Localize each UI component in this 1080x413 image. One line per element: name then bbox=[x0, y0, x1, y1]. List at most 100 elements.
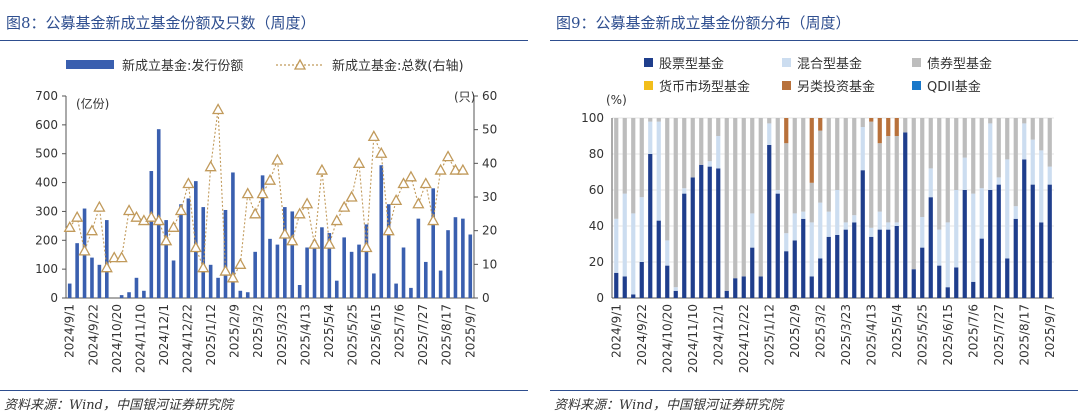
y-tick-label: 80 bbox=[589, 147, 604, 161]
count-marker bbox=[300, 197, 314, 209]
x-tick-label: 2024/12/1 bbox=[711, 304, 725, 366]
y2-tick-label: 10 bbox=[482, 257, 497, 271]
count-marker bbox=[293, 207, 306, 219]
issuance-bar bbox=[201, 207, 206, 298]
count-marker bbox=[263, 173, 277, 185]
count-marker bbox=[234, 257, 247, 269]
x-tick-label: 2025/7/27 bbox=[992, 304, 1006, 366]
issuance-bar bbox=[134, 277, 139, 298]
legend-swatch-2 bbox=[912, 58, 921, 67]
stack-segment-1 bbox=[1022, 123, 1027, 160]
stack-segment-2 bbox=[639, 118, 644, 198]
stack-segment-0 bbox=[622, 276, 627, 298]
count-marker bbox=[160, 234, 173, 246]
y-tick-label: 500 bbox=[35, 147, 58, 161]
count-marker bbox=[93, 200, 106, 212]
y2-tick-label: 60 bbox=[482, 89, 497, 103]
y2-tick-label: 20 bbox=[482, 224, 497, 238]
issuance-bar bbox=[231, 172, 235, 298]
stack-segment-1 bbox=[860, 127, 865, 171]
stack-segment-2 bbox=[665, 118, 670, 241]
source-note: 资料来源：Wind，中国银河证券研究院 bbox=[554, 398, 783, 413]
issuance-bar bbox=[97, 264, 102, 298]
x-tick-label: 2025/9/7 bbox=[1043, 304, 1057, 358]
stack-segment-0 bbox=[962, 190, 967, 298]
issuance-bar bbox=[297, 285, 302, 298]
left-panel: 图8：公募基金新成立基金份额及只数（周度） 新成立基金:发行份额 新成立基金:总数… bbox=[0, 0, 530, 413]
x-tick-label: 2025/4/13 bbox=[298, 304, 312, 366]
stack-segment-1 bbox=[784, 233, 789, 252]
x-tick-label: 2025/3/2 bbox=[251, 304, 265, 358]
count-marker bbox=[308, 237, 321, 249]
count-marker bbox=[338, 200, 351, 212]
count-marker bbox=[219, 264, 232, 276]
x-tick-label: 2025/7/6 bbox=[966, 304, 980, 358]
stack-segment-0 bbox=[843, 229, 848, 298]
issuance-bar bbox=[372, 273, 376, 298]
stack-segment-0 bbox=[945, 287, 950, 298]
stack-segment-2 bbox=[979, 118, 984, 189]
right-panel: 图9：公募基金新成立基金份额分布（周度） 股票型基金 混合型基金 债券型基金 货币市场… bbox=[550, 0, 1080, 413]
stack-segment-2 bbox=[962, 118, 967, 158]
stack-segment-0 bbox=[673, 290, 678, 298]
legend-label-1: 混合型基金 bbox=[797, 56, 862, 72]
x-tick-label: 2025/5/4 bbox=[322, 304, 336, 358]
count-marker bbox=[441, 150, 455, 162]
issuance-bar bbox=[186, 198, 191, 298]
stack-segment-2 bbox=[835, 118, 840, 190]
x-tick-label: 2024/10/20 bbox=[110, 304, 124, 373]
x-tick-label: 2025/4/13 bbox=[864, 304, 878, 366]
issuance-bar bbox=[75, 243, 79, 298]
stack-segment-0 bbox=[801, 218, 806, 298]
stack-segment-0 bbox=[920, 247, 925, 298]
x-tick-label: 2024/10/20 bbox=[660, 304, 674, 373]
issuance-bar bbox=[409, 287, 413, 298]
stack-segment-0 bbox=[1039, 222, 1044, 298]
count-marker bbox=[382, 224, 395, 236]
x-tick-label: 2025/5/25 bbox=[915, 304, 929, 366]
stack-segment-2 bbox=[1047, 118, 1052, 167]
count-marker bbox=[434, 163, 447, 175]
legend-label-count: 新成立基金:总数(右轴) bbox=[332, 58, 464, 74]
count-marker bbox=[360, 241, 373, 253]
stack-segment-0 bbox=[979, 238, 984, 298]
x-tick-label: 2025/5/4 bbox=[890, 304, 904, 358]
issuance-bar bbox=[245, 292, 250, 298]
count-marker bbox=[278, 227, 291, 239]
stack-segment-0 bbox=[648, 154, 653, 298]
stack-segment-2 bbox=[673, 118, 678, 288]
figure-title: 图8：公募基金新成立基金份额及只数（周度） bbox=[6, 14, 316, 32]
stack-segment-2 bbox=[894, 136, 899, 223]
stack-segment-0 bbox=[741, 276, 746, 298]
issuance-bar bbox=[401, 247, 406, 298]
issuance-bar bbox=[349, 251, 354, 298]
y-tick-label: 40 bbox=[589, 219, 604, 233]
stack-segment-2 bbox=[775, 118, 780, 190]
count-marker bbox=[397, 177, 410, 189]
stack-segment-1 bbox=[928, 168, 933, 198]
count-marker bbox=[330, 214, 343, 226]
stack-segment-1 bbox=[801, 211, 806, 219]
stack-segment-2 bbox=[699, 118, 704, 165]
issuance-bar bbox=[423, 261, 428, 298]
legend-swatch-0 bbox=[644, 58, 653, 67]
issuance-bar bbox=[416, 218, 421, 298]
x-tick-label: 2025/3/23 bbox=[839, 304, 853, 366]
stack-segment-0 bbox=[1005, 258, 1010, 298]
issuance-bar bbox=[453, 217, 458, 298]
stack-segment-2 bbox=[750, 118, 755, 214]
stack-segment-2 bbox=[656, 118, 661, 122]
count-marker bbox=[323, 237, 336, 249]
y-tick-label: 0 bbox=[50, 291, 58, 305]
stack-segment-2 bbox=[1013, 118, 1018, 207]
stack-segment-0 bbox=[750, 247, 755, 298]
issuance-bar bbox=[156, 129, 161, 298]
x-tick-label: 2024/11/10 bbox=[133, 304, 147, 373]
count-marker bbox=[145, 210, 158, 222]
issuance-bar bbox=[253, 251, 257, 298]
stack-segment-0 bbox=[707, 166, 712, 298]
stack-segment-2 bbox=[928, 118, 933, 169]
count-marker bbox=[352, 156, 366, 168]
count-line bbox=[69, 109, 463, 279]
stack-segment-0 bbox=[1022, 159, 1027, 298]
